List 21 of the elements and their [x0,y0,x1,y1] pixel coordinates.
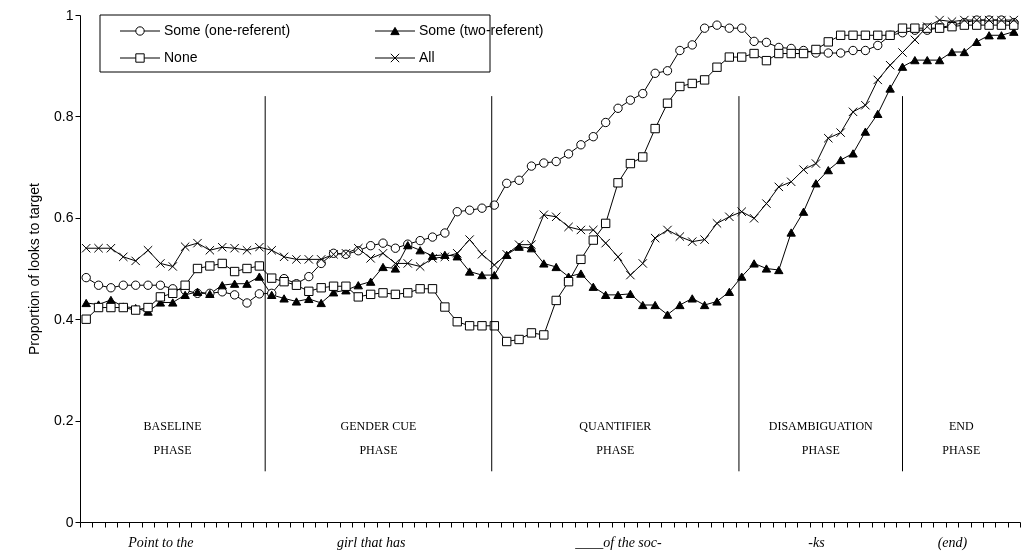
x-tick-label: -ks [808,534,826,550]
annotation: GENDER CUE PHASE [340,418,417,457]
y-tick-label: 0 [65,513,74,530]
annotation: DISAMBIGUATION PHASE [768,418,874,457]
annotation: END PHASE [942,418,981,457]
y-tick-label: 1 [65,6,74,23]
y-tick-label: 0.8 [54,107,74,124]
x-tick-label: ____of the soc- [574,534,663,550]
legend-label: Some (two-referent) [419,22,544,38]
y-tick-label: 0.6 [54,209,74,226]
y-tick-label: 0.2 [54,412,74,429]
annotation: QUANTIFIER PHASE [579,418,652,457]
x-tick-label: Point to the [127,534,194,550]
annotation: BASELINE PHASE [143,418,202,457]
y-tick-label: 0.4 [54,310,74,327]
y-axis-title: Proportion of looks to target [26,182,43,355]
x-tick-label: (end) [937,534,968,551]
legend-label: None [164,49,198,65]
x-tick-label: girl that has [336,534,406,550]
legend-label: Some (one-referent) [164,22,291,38]
legend-label: All [419,49,435,65]
